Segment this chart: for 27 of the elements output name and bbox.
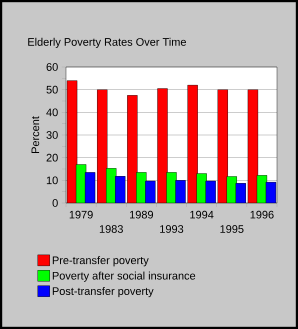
- y-tick-label: 50: [46, 86, 58, 94]
- y-tick-label: 20: [46, 154, 58, 162]
- x-tick-label: 1993: [160, 225, 184, 233]
- chart-title: Elderly Poverty Rates Over Time: [28, 38, 186, 48]
- bar: [145, 180, 156, 203]
- legend-label: Post-transfer poverty: [52, 286, 154, 298]
- y-tick-label: 0: [52, 199, 58, 207]
- y-tick-label: 10: [46, 176, 58, 184]
- legend-label: Poverty after social insurance: [52, 272, 196, 282]
- bar: [115, 176, 126, 203]
- bar: [187, 84, 198, 203]
- y-tick-label: 40: [46, 108, 58, 116]
- x-tick-label: 1996: [250, 210, 274, 219]
- bar: [218, 89, 228, 203]
- bar: [205, 180, 216, 203]
- y-axis-title: Percent: [32, 116, 40, 153]
- x-tick-label: 1995: [220, 225, 244, 233]
- x-tick-label: 1979: [70, 210, 93, 219]
- bar: [127, 95, 138, 203]
- bar: [97, 89, 108, 203]
- legend-label: Pre-transfer poverty: [52, 256, 149, 266]
- x-tick-label: 1994: [190, 210, 214, 219]
- bar: [236, 183, 246, 203]
- x-tick-label: 1983: [100, 225, 123, 233]
- y-tick-label: 60: [46, 63, 58, 71]
- x-tick-label: 1989: [130, 210, 154, 219]
- y-tick-label: 30: [46, 131, 58, 139]
